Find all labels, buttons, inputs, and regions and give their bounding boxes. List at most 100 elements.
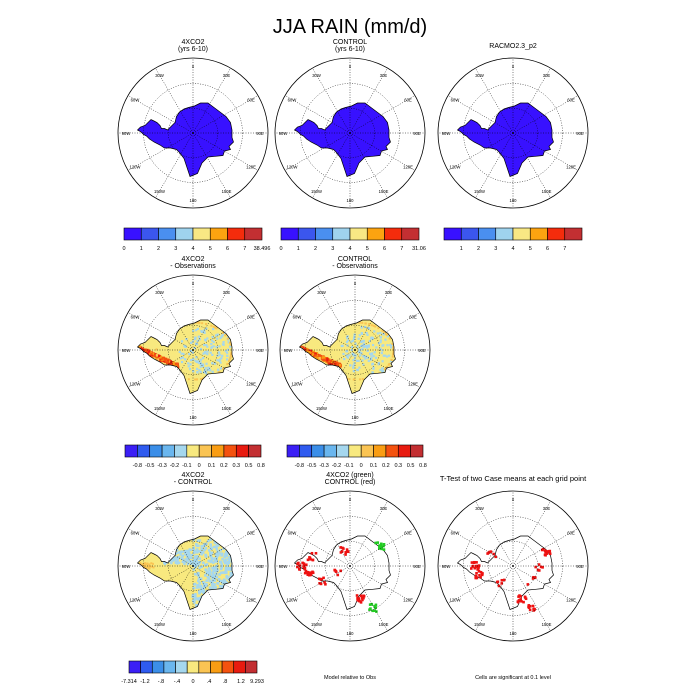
lon-label-p5-6: 180 [352, 415, 360, 420]
colorbar-box-p7-3 [163, 660, 176, 674]
lon-label-p8-8: 120W [286, 597, 297, 602]
colorbar-label-p3-3: 4 [511, 246, 514, 252]
colorbar-box-p2-5 [366, 227, 385, 241]
lon-label-p1-10: 60W [131, 97, 140, 102]
lon-label-p4-11: 30W [155, 290, 164, 295]
colorbar-label-p1-4: 4 [191, 246, 194, 252]
significance-cells-p9 [469, 548, 552, 612]
lon-label-p9-7: 150W [474, 622, 485, 627]
colorbar-box-p5-0 [286, 444, 300, 458]
lon-label-p4-0: 0 [192, 281, 195, 286]
colorbar-box-p4-2 [149, 444, 163, 458]
colorbar-p2: 0 1 2 3 4 5 6 7 31.06 [279, 227, 426, 252]
colorbar-box-p2-4 [349, 227, 368, 241]
panel-subtitle-p5: - Observations [332, 263, 378, 270]
colorbar-label-p3-6: 7 [563, 246, 566, 252]
lon-label-p8-11: 30W [312, 506, 321, 511]
lon-label-p7-9: 90W [122, 564, 131, 569]
lon-label-p2-9: 90W [279, 131, 288, 136]
colorbar-label-p7-4: 0 [191, 679, 194, 685]
colorbar-box-p1-0 [123, 227, 142, 241]
graticule-p2 [275, 58, 425, 208]
lon-label-p1-0: 0 [192, 64, 195, 69]
colorbar-label-p2-2: 2 [314, 246, 317, 252]
colorbar-label-p5-6: 0.1 [370, 463, 378, 469]
colorbar-label-p1-2: 2 [157, 246, 160, 252]
panel-subtitle-p8: CONTROL (red) [325, 479, 376, 486]
colorbar-p1: 0 1 2 3 4 5 6 7 38.496 [122, 227, 270, 252]
colorbar-p7: -7.314 -1.2 -.8 -.4 0 .4 .8 1.2 9.293 [121, 660, 264, 685]
colorbar-box-p5-1 [299, 444, 313, 458]
colorbar-label-p2-6: 6 [383, 246, 386, 252]
colorbar-label-p4-6: 0.1 [208, 463, 216, 469]
graticule-p1 [118, 58, 268, 208]
colorbar-label-p5-8: 0.3 [394, 463, 402, 469]
map-boundary-p4 [117, 274, 269, 426]
lon-label-p2-2: 60E [404, 97, 412, 102]
colorbar-label-p5-4: -0.1 [344, 463, 353, 469]
colorbar-box-p3-1 [460, 227, 479, 241]
panel-subtitle-p7: - CONTROL [174, 479, 213, 486]
lon-label-p9-3: 90E [576, 564, 584, 569]
lon-label-p7-0: 0 [192, 497, 195, 502]
lon-label-p8-7: 150W [311, 622, 322, 627]
colorbar-box-p2-2 [315, 227, 334, 241]
colorbar-label-p2-3: 3 [331, 246, 334, 252]
colorbar-label-p7-7: 1.2 [237, 679, 245, 685]
lon-label-p1-1: 30E [223, 73, 231, 78]
colorbar-box-p3-2 [478, 227, 497, 241]
lon-label-p1-5: 150E [222, 189, 232, 194]
lon-label-p8-9: 90W [279, 564, 288, 569]
panel-subtitle-p4: - Observations [170, 263, 216, 270]
colorbar-box-p3-0 [443, 227, 462, 241]
lon-label-p7-11: 30W [155, 506, 164, 511]
colorbar-label-p1-5: 5 [209, 246, 212, 252]
lon-label-p2-5: 150E [379, 189, 389, 194]
map-panel-p1: 4XCO2(yrs 6-10) 0 30E 60E 90E 120E 150E 180 150W… [117, 39, 270, 252]
lon-label-p8-6: 180 [347, 631, 355, 636]
colorbar-box-p1-4 [192, 227, 211, 241]
colorbar-box-p2-1 [297, 227, 316, 241]
lon-label-p8-1: 30E [380, 506, 388, 511]
map-boundary-p1 [117, 57, 269, 209]
lon-label-p4-10: 60W [131, 314, 140, 319]
lon-label-p7-3: 90E [256, 564, 264, 569]
colorbar-box-p4-5 [186, 444, 200, 458]
lon-label-p2-8: 120W [286, 164, 297, 169]
colorbar-label-p7-3: -.4 [174, 679, 180, 685]
colorbar-box-p4-6 [198, 444, 212, 458]
map-panel-p4: 4XCO2- Observations 0 30E 60E 90E 120E 150E 180… [117, 256, 269, 469]
colorbar-label-p5-1: -0.5 [307, 463, 316, 469]
lon-label-p3-6: 180 [510, 198, 518, 203]
colorbar-box-p4-10 [248, 444, 262, 458]
colorbar-box-p4-4 [174, 444, 188, 458]
colorbar-box-p5-8 [385, 444, 399, 458]
colorbar-box-p4-0 [124, 444, 138, 458]
panel-title-p7: 4XCO2 [182, 472, 205, 479]
colorbar-label-p4-7: 0.2 [220, 463, 228, 469]
graticule-p4 [118, 275, 268, 425]
colorbar-label-p4-8: 0.3 [232, 463, 240, 469]
lon-label-p7-4: 120E [246, 597, 256, 602]
coastline-p7 [136, 535, 234, 610]
colorbar-box-p3-5 [529, 227, 548, 241]
map-boundary-p9 [437, 490, 589, 642]
significance-cells-p8 [296, 541, 386, 613]
colorbar-label-p4-3: -0.2 [170, 463, 179, 469]
colorbar-label-p3-1: 2 [477, 246, 480, 252]
lon-label-p9-5: 150E [542, 622, 552, 627]
lon-label-p4-4: 120E [246, 381, 256, 386]
lon-label-p1-7: 150W [154, 189, 165, 194]
lon-label-p1-9: 90W [122, 131, 131, 136]
lon-label-p1-11: 30W [155, 73, 164, 78]
lon-label-p1-8: 120W [129, 164, 140, 169]
colorbar-label-p2-0: 0 [279, 246, 282, 252]
panel-title-p2: CONTROL [333, 39, 367, 46]
figure-title: JJA RAIN (mm/d) [273, 16, 427, 38]
colorbar-box-p3-4 [512, 227, 531, 241]
lon-label-p3-0: 0 [512, 64, 515, 69]
map-panel-p9: T-Test of two Case means at each grid po… [437, 474, 589, 681]
lon-label-p2-10: 60W [288, 97, 297, 102]
colorbar-label-p4-1: -0.5 [145, 463, 154, 469]
